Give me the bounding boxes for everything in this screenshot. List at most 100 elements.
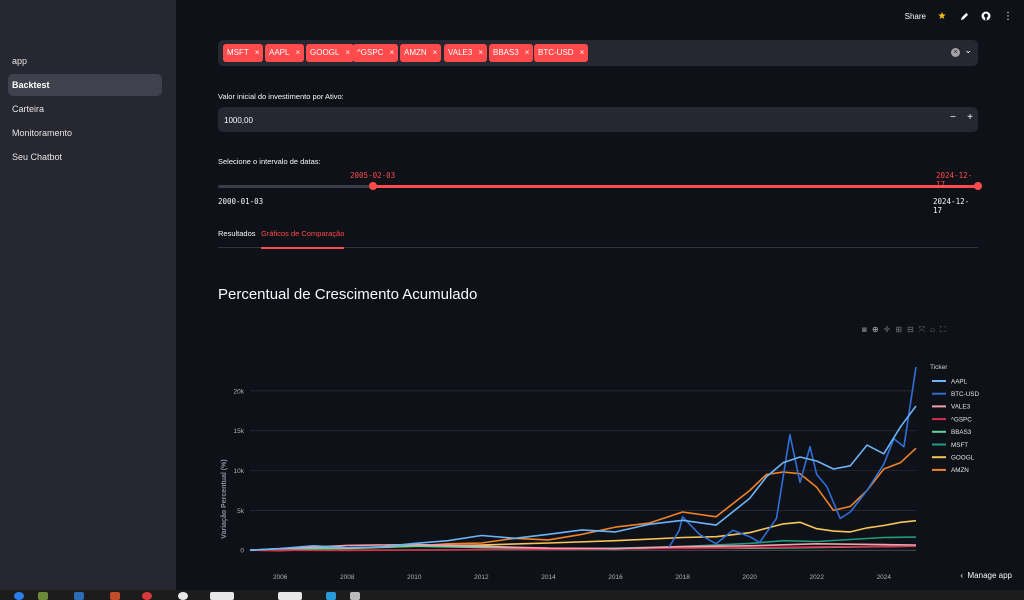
chart-modebar: ◙ ⊕ ✛ ⊞ ⊟ ⤧ ⌂ ⛶ — [862, 325, 946, 335]
ticker-multiselect[interactable]: MSFT × AAPL × GOOGL × ^GSPC × AMZN × VALE3 × B… — [218, 40, 978, 66]
taskbar-app-icon[interactable] — [74, 592, 84, 600]
ticker-chip-bbas3[interactable]: BBAS3 × — [489, 44, 534, 62]
taskbar-app-icon[interactable] — [350, 592, 360, 600]
date-slider-selected-range — [373, 185, 978, 188]
y-tick-label: 10k — [234, 468, 245, 475]
investment-value-field[interactable] — [222, 111, 826, 129]
x-tick-label: 2010 — [407, 574, 422, 581]
sidebar-nav: app Backtest Carteira Monitoramento Seu … — [8, 50, 162, 170]
chevron-down-icon[interactable]: ⌄ — [964, 45, 972, 55]
taskbar-app-icon[interactable] — [326, 592, 336, 600]
slider-max-label: 2024-12-17 — [933, 197, 970, 215]
y-tick-label: 20k — [234, 388, 245, 395]
taskbar-app-icon[interactable] — [110, 592, 120, 600]
star-icon[interactable]: ★ — [937, 10, 947, 22]
remove-chip-icon[interactable]: × — [579, 48, 585, 57]
remove-chip-icon[interactable]: × — [295, 48, 301, 57]
sidebar: app Backtest Carteira Monitoramento Seu … — [0, 0, 176, 590]
x-tick-label: 2018 — [675, 574, 690, 581]
x-tick-label: 2022 — [810, 574, 825, 581]
manage-app-button[interactable]: ‹ Manage app — [960, 571, 1012, 580]
growth-line-chart: 0 5k 10k 15k 20k 2006 2008 2010 2012 2014 2016 2018… — [221, 364, 979, 581]
taskbar-app-icon[interactable] — [38, 592, 48, 600]
chart-title: Percentual de Crescimento Acumulado — [218, 286, 478, 303]
x-tick-label: 2016 — [608, 574, 623, 581]
taskbar-app-icon[interactable] — [14, 592, 24, 600]
zoom-out-icon[interactable]: ⊟ — [906, 325, 914, 334]
ticker-chip-googl[interactable]: GOOGL × — [306, 44, 355, 62]
home-icon[interactable]: ⌂ — [930, 325, 935, 334]
remove-chip-icon[interactable]: × — [432, 48, 438, 57]
edit-pencil-icon[interactable] — [958, 10, 970, 22]
series-line-vale3 — [249, 543, 917, 551]
x-tick-label: 2014 — [541, 574, 556, 581]
ticker-chip-aapl[interactable]: AAPL × — [265, 44, 305, 62]
x-tick-label: 2006 — [273, 574, 288, 581]
taskbar-app-icon[interactable] — [278, 592, 302, 600]
ticker-chip-vale3[interactable]: VALE3 × — [444, 44, 487, 62]
y-tick-label: 5k — [237, 508, 245, 515]
y-axis-label: Variação Percentual (%) — [221, 459, 228, 538]
remove-chip-icon[interactable]: × — [254, 48, 260, 57]
legend-item-label: VALE3 — [951, 404, 971, 411]
ticker-chip-msft[interactable]: MSFT × — [223, 44, 264, 62]
remove-chip-icon[interactable]: × — [478, 48, 483, 57]
legend-item-label: GOOGL — [951, 455, 975, 462]
chevron-left-icon: ‹ — [960, 571, 964, 580]
clear-all-icon[interactable]: × — [951, 48, 960, 57]
app-toolbar: Share ★ ⋮ — [905, 10, 1014, 22]
series-line-btcusd — [668, 366, 917, 548]
x-tick-label: 2008 — [340, 574, 355, 581]
series-line-aapl — [249, 405, 917, 551]
series-line-amzn — [249, 447, 917, 552]
date-range-label: Selecione o intervalo de datas: — [218, 157, 321, 166]
date-slider-start-handle[interactable] — [369, 182, 377, 190]
slider-min-label: 2000-01-03 — [218, 197, 264, 206]
ticker-chip-btc-usd[interactable]: BTC-USD × — [534, 44, 589, 62]
tab-graficos-comparacao[interactable]: Gráficos de Comparação — [261, 229, 345, 249]
results-tabs: Resultados Gráficos de Comparação — [218, 225, 978, 249]
ticker-chip-amzn[interactable]: AMZN × — [400, 44, 442, 62]
remove-chip-icon[interactable]: × — [345, 48, 351, 57]
decrement-button[interactable]: − — [950, 112, 956, 123]
github-icon[interactable] — [980, 10, 992, 22]
legend-item-label: MSFT — [951, 442, 968, 449]
legend-item-label: BBAS3 — [951, 429, 972, 436]
pan-icon[interactable]: ✛ — [883, 325, 891, 334]
x-tick-label: 2024 — [877, 574, 892, 581]
os-taskbar — [0, 590, 1024, 600]
ticker-chip-gspc[interactable]: ^GSPC × — [353, 44, 399, 62]
legend-item-label: BTC-USD — [951, 391, 979, 398]
autoscale-icon[interactable]: ⤧ — [918, 325, 926, 334]
investment-number-input: − + — [218, 107, 978, 132]
zoom-in-icon[interactable]: ⊞ — [895, 325, 902, 334]
date-slider-end-handle[interactable] — [974, 182, 982, 190]
taskbar-app-icon[interactable] — [142, 592, 152, 600]
slider-start-value: 2005-02-03 — [350, 171, 396, 180]
legend-item-label: AAPL — [951, 378, 968, 385]
sidebar-item-monitoramento[interactable]: Monitoramento — [12, 128, 73, 138]
remove-chip-icon[interactable]: × — [389, 48, 395, 57]
slider-end-value: 2024-12-17 — [936, 171, 973, 189]
taskbar-app-icon[interactable] — [210, 592, 234, 600]
sidebar-item-app[interactable]: app — [12, 56, 28, 66]
sidebar-item-chatbot[interactable]: Seu Chatbot — [12, 152, 63, 162]
more-menu-icon[interactable]: ⋮ — [1003, 10, 1013, 22]
legend-title: Ticker — [930, 364, 948, 371]
legend-item-label: ^GSPC — [951, 416, 972, 423]
x-tick-label: 2012 — [474, 574, 489, 581]
x-tick-label: 2020 — [742, 574, 757, 581]
increment-button[interactable]: + — [967, 112, 973, 123]
taskbar-app-icon[interactable] — [178, 592, 188, 600]
y-tick-label: 15k — [234, 428, 245, 435]
zoom-icon[interactable]: ⊕ — [871, 325, 879, 334]
remove-chip-icon[interactable]: × — [524, 48, 530, 57]
sidebar-item-carteira[interactable]: Carteira — [12, 104, 45, 114]
legend-item-label: AMZN — [951, 467, 969, 474]
investment-label: Valor inicial do investimento por Ativo: — [218, 92, 344, 101]
tab-resultados[interactable]: Resultados — [218, 229, 256, 238]
sidebar-item-backtest[interactable]: Backtest — [8, 74, 162, 96]
share-button[interactable]: Share — [904, 11, 926, 21]
fullscreen-icon[interactable]: ⛶ — [939, 325, 946, 334]
camera-icon[interactable]: ◙ — [862, 325, 867, 334]
